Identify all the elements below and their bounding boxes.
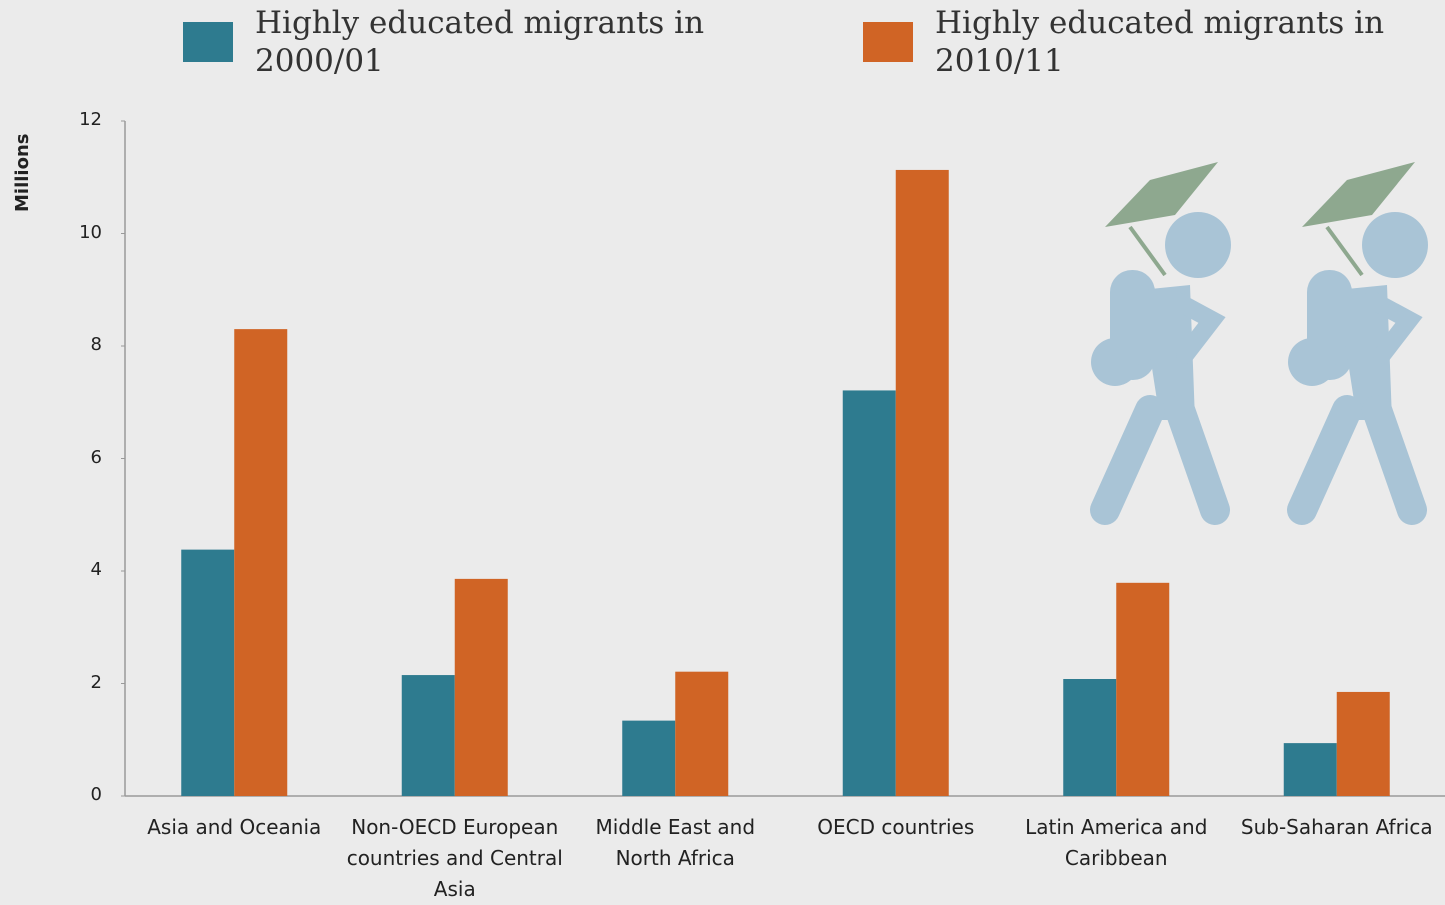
y-tick-label: 10 [79, 221, 102, 243]
graduate-figure [1090, 162, 1428, 525]
y-tick-label: 0 [90, 784, 102, 805]
bar [234, 329, 288, 796]
bar [1283, 743, 1337, 796]
bar [1336, 691, 1390, 796]
bar [675, 671, 729, 796]
x-tick-label: Middle East and North Africa [595, 815, 756, 870]
bar [622, 720, 676, 796]
bar [1116, 582, 1170, 796]
legend-swatch [863, 22, 913, 62]
y-tick-label: 8 [90, 334, 102, 355]
x-tick-label: OECD countries [817, 815, 975, 839]
legend-label: Highly educated migrants in 2010/11 [935, 5, 1385, 79]
legend-swatch [183, 22, 233, 62]
bar [454, 578, 508, 796]
x-tick-label: Non-OECD European countries and Central … [346, 815, 563, 901]
bar [842, 390, 896, 796]
x-tick-label: Sub-Saharan Africa [1240, 815, 1433, 839]
bar [1063, 679, 1117, 796]
bar [181, 549, 235, 796]
y-axis-title: Millions [12, 133, 33, 213]
bar [895, 169, 949, 796]
x-tick-label: Latin America and Caribbean [1025, 815, 1208, 870]
y-tick-label: 12 [79, 109, 102, 130]
legend-label: Highly educated migrants in 2000/01 [255, 5, 705, 79]
x-tick-label: Asia and Oceania [147, 815, 322, 839]
y-tick-label: 2 [90, 671, 102, 693]
y-tick-label: 4 [90, 559, 102, 580]
bar [401, 675, 455, 796]
y-tick-label: 6 [90, 446, 102, 468]
